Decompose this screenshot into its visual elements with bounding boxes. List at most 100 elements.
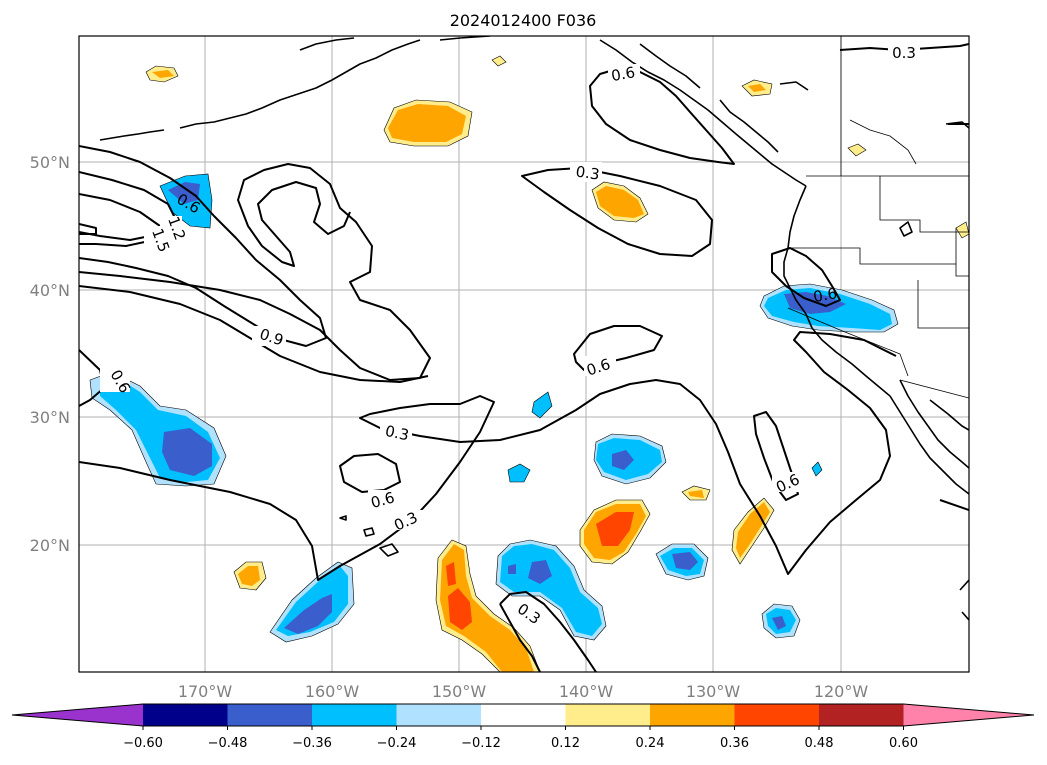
- hawaii-island: [363, 527, 375, 537]
- mexico-coast: [961, 611, 969, 621]
- map-panel: 0.3 0.6 0.3 0.6 0.6 1.2 1.5 0.9 0.6 0.6: [78, 35, 970, 673]
- hawaii-island: [339, 515, 347, 521]
- contour-label: 0.6: [610, 63, 637, 85]
- figure-title: 2024012400 F036: [450, 11, 597, 30]
- contour-label: 0.6: [369, 488, 397, 512]
- negative-anomaly-core: [772, 616, 786, 630]
- baja-west-coast: [889, 395, 969, 495]
- positive-anomaly-patch: [688, 490, 704, 498]
- colorbar-tick-label: 0.36: [720, 736, 749, 751]
- colorbar-segment: [481, 704, 566, 726]
- negative-anomaly-patch: [531, 391, 553, 419]
- gulf-of-california: [899, 379, 969, 469]
- lat-tick-label: 50°N: [30, 153, 70, 172]
- alaska-coast: [439, 36, 491, 41]
- contour-0.3: [79, 331, 897, 581]
- contour-0.6: [79, 163, 431, 381]
- positive-anomaly-patch: [596, 186, 644, 218]
- negative-anomaly-core: [508, 564, 516, 574]
- contour-0.9: [79, 145, 327, 347]
- colorbar-tick-label: −0.24: [377, 736, 417, 751]
- colorbar: −0.60 −0.48 −0.36 −0.24 −0.12 0.12 0.24 0.36 0.4…: [11, 703, 1035, 751]
- contour-label: 0.6: [812, 284, 839, 306]
- positive-anomaly-patch: [847, 143, 867, 157]
- aleutian-coast: [99, 129, 165, 141]
- vancouver-island: [719, 99, 779, 153]
- colorbar-tick-label: −0.12: [461, 736, 501, 751]
- colorbar-tick-label: 0.12: [551, 736, 580, 751]
- negative-anomaly-patch: [276, 566, 348, 636]
- contour-label: 0.3: [892, 44, 916, 62]
- coast-fragment: [779, 81, 809, 91]
- negative-anomaly-core: [168, 182, 200, 204]
- colorbar-segment: [565, 704, 651, 726]
- alaska-coast: [299, 37, 355, 51]
- contour-label: 0.3: [383, 422, 410, 445]
- us-mexico-border: [899, 379, 969, 399]
- positive-anomaly-core: [448, 588, 472, 630]
- colorbar-tick-label: −0.48: [208, 736, 248, 751]
- contour-1.5-inner: [79, 223, 97, 235]
- positive-anomaly-patch: [748, 84, 766, 92]
- latitude-labels: 50°N 40°N 30°N 20°N: [30, 153, 70, 555]
- lat-tick-label: 20°N: [30, 536, 70, 555]
- lat-tick-label: 40°N: [30, 281, 70, 300]
- negative-anomaly-patch: [507, 463, 531, 483]
- colorbar-extend-high: [903, 704, 1034, 726]
- state-border: [917, 280, 969, 329]
- contour-0.6: [771, 247, 841, 307]
- negative-anomaly-core: [612, 450, 634, 470]
- lake: [899, 221, 913, 237]
- lon-tick-label: 130°W: [686, 682, 741, 701]
- negative-anomaly-core: [284, 594, 332, 634]
- positive-anomaly-patch: [955, 221, 969, 239]
- positive-anomaly-patch: [238, 566, 260, 586]
- contour-0.6: [573, 325, 663, 371]
- colorbar-segment: [734, 704, 820, 726]
- negative-anomaly-core: [528, 560, 552, 584]
- colorbar-segment: [143, 704, 228, 726]
- colorbar-segment: [650, 704, 735, 726]
- colorbar-segment: [819, 704, 904, 726]
- borders: [787, 36, 969, 399]
- colorbar-extend-low: [12, 704, 143, 726]
- contour-label: 0.3: [575, 162, 601, 183]
- mexico-coast: [959, 579, 969, 591]
- hawaii-island: [379, 543, 399, 557]
- canada-border: [849, 119, 917, 165]
- lat-tick-label: 30°N: [30, 408, 70, 427]
- negative-anomaly-core: [162, 428, 212, 476]
- filled-contours: [89, 55, 969, 672]
- state-border: [788, 247, 956, 265]
- positive-anomaly-patch: [491, 55, 507, 67]
- longitude-labels: 170°W 160°W 150°W 140°W 130°W 120°W: [178, 682, 869, 701]
- lon-tick-label: 160°W: [305, 682, 360, 701]
- lon-tick-label: 170°W: [178, 682, 233, 701]
- map-frame: [78, 35, 970, 673]
- colorbar-segment: [312, 704, 397, 726]
- contour-0.3: [939, 499, 969, 511]
- colorbar-tick-label: 0.48: [805, 736, 834, 751]
- positive-anomaly-core: [446, 562, 456, 586]
- mexico-coast: [929, 399, 969, 431]
- lon-tick-label: 150°W: [432, 682, 487, 701]
- lon-tick-label: 120°W: [814, 682, 869, 701]
- negative-anomaly-core: [672, 552, 698, 570]
- bc-islands: [639, 43, 701, 89]
- us-west-coast: [783, 185, 891, 397]
- state-border: [955, 228, 969, 277]
- contour-0.6: [79, 285, 429, 383]
- negative-anomaly-patch: [811, 461, 823, 477]
- positive-anomaly-patch: [388, 104, 466, 142]
- negative-anomaly-patch: [500, 544, 602, 636]
- contour-0.6: [753, 411, 799, 501]
- colorbar-tick-label: 0.60: [889, 736, 918, 751]
- colorbar-tick-label: −0.36: [292, 736, 332, 751]
- positive-anomaly-patch: [440, 544, 534, 672]
- positive-anomaly-core: [596, 512, 634, 546]
- positive-anomaly-patch: [152, 70, 174, 78]
- colorbar-segment: [396, 704, 482, 726]
- alaska-peninsula-coast: [179, 39, 421, 129]
- positive-anomaly-patch: [736, 502, 770, 558]
